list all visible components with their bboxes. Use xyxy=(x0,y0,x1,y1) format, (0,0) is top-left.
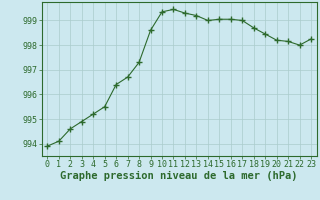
X-axis label: Graphe pression niveau de la mer (hPa): Graphe pression niveau de la mer (hPa) xyxy=(60,171,298,181)
